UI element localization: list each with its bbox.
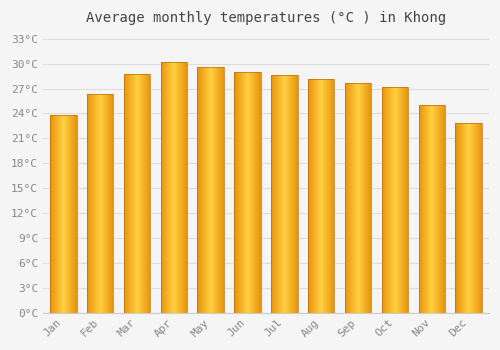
Bar [50,115,76,313]
Bar [308,79,334,313]
Bar [345,83,372,313]
Bar [87,93,114,313]
Bar [160,62,187,313]
Bar [418,105,445,313]
Bar [234,72,261,313]
Bar [124,74,150,313]
Bar [198,67,224,313]
Bar [271,75,297,313]
Bar [456,122,482,313]
Bar [382,87,408,313]
Title: Average monthly temperatures (°C ) in Khong: Average monthly temperatures (°C ) in Kh… [86,11,446,25]
